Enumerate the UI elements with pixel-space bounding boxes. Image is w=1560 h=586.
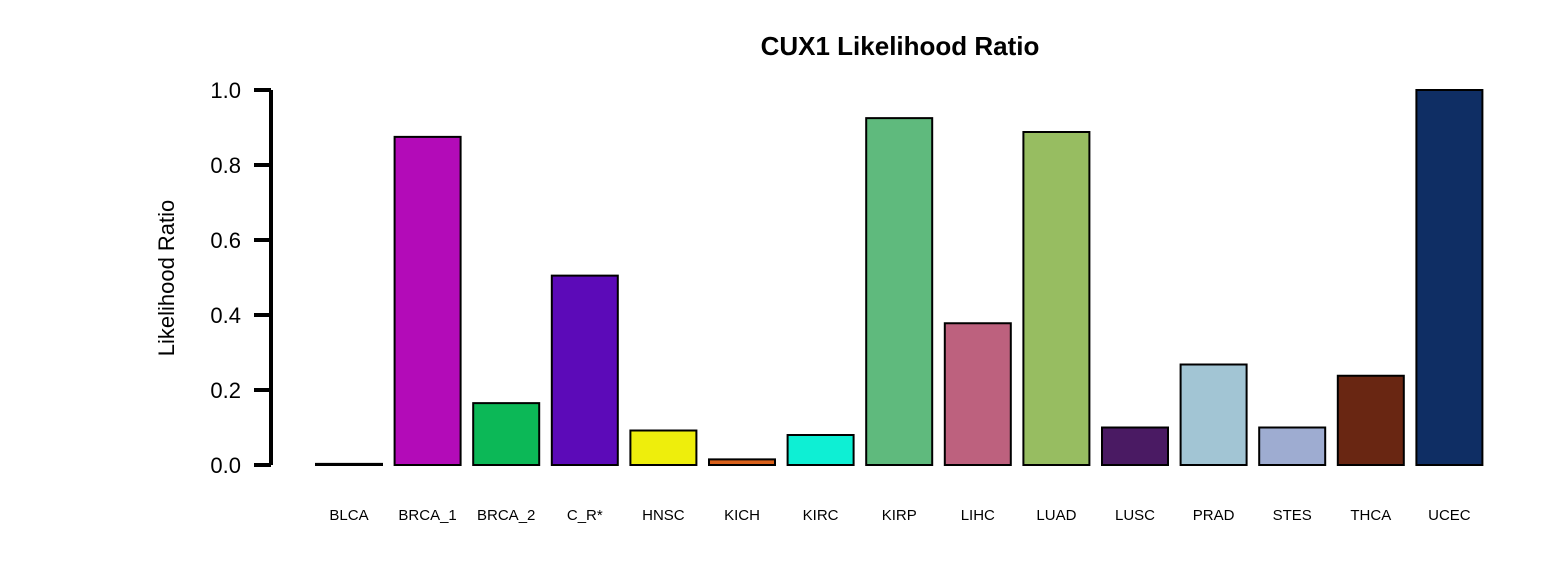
bar-thca: [1336, 374, 1405, 466]
bar-c-r: [550, 274, 619, 466]
category-label: LUSC: [1115, 507, 1155, 524]
y-axis-label: Likelihood Ratio: [154, 200, 179, 357]
bar-lihc: [943, 322, 1012, 466]
category-label: LUAD: [1036, 507, 1076, 524]
x-axis-labels: BLCA BRCA_1 BRCA_2 C_R* HNSC KICH KIRC KIRP LIHC…: [329, 507, 1470, 524]
category-label: PRAD: [1193, 507, 1235, 524]
y-tick-label: 1.0: [210, 78, 241, 103]
category-label: KICH: [724, 507, 760, 524]
category-label: LIHC: [961, 507, 995, 524]
bar-luad: [1022, 131, 1091, 466]
y-tick-label: 0.6: [210, 228, 241, 253]
y-tick-label: 0.0: [210, 453, 241, 478]
bar-brca-1: [393, 135, 462, 466]
y-tick-label: 0.2: [210, 378, 241, 403]
bar-kich: [708, 458, 776, 466]
y-tick-label: 0.8: [210, 153, 241, 178]
chart-title: CUX1 Likelihood Ratio: [761, 31, 1040, 61]
category-label: UCEC: [1428, 507, 1471, 524]
bar-stes: [1258, 426, 1327, 466]
bar-prad: [1179, 363, 1248, 466]
category-label: BRCA_1: [398, 507, 456, 524]
category-label: HNSC: [642, 507, 685, 524]
bars-group: [315, 89, 1484, 466]
bar-brca-2: [472, 402, 541, 466]
bar-hnsc: [629, 429, 698, 466]
bar-kirc: [786, 434, 855, 466]
category-label: KIRP: [882, 507, 917, 524]
bar-kirp: [865, 117, 934, 466]
y-tick-label: 0.4: [210, 303, 241, 328]
bar-blca: [315, 462, 383, 466]
category-label: BRCA_2: [477, 507, 535, 524]
bar-ucec: [1415, 89, 1484, 466]
category-label: KIRC: [803, 507, 839, 524]
y-axis: 0.0 0.2 0.4 0.6 0.8 1.0: [210, 78, 273, 478]
category-label: STES: [1273, 507, 1312, 524]
category-label: C_R*: [567, 507, 603, 524]
category-label: THCA: [1350, 507, 1391, 524]
category-label: BLCA: [329, 507, 368, 524]
bar-lusc: [1101, 426, 1169, 466]
